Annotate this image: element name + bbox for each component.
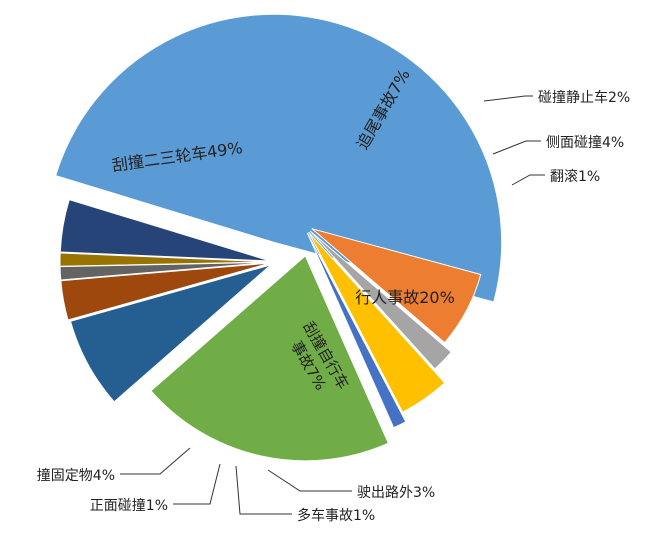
pie-slice-3 (308, 231, 446, 413)
slice-label-5: 行人事故20% (355, 288, 455, 307)
pie-slice-10 (59, 198, 271, 262)
leader-line-3 (492, 140, 541, 155)
pie-slice-1 (311, 228, 482, 344)
leader-line-10 (120, 447, 191, 475)
leader-line-9 (173, 463, 221, 505)
leader-line-2 (483, 95, 533, 102)
pie-slice-4 (306, 232, 407, 429)
pie-slice-6 (69, 264, 272, 403)
leader-line-4 (511, 174, 545, 186)
slice-label-8: 多车事故1% (297, 507, 375, 524)
pie-slice-9 (59, 252, 271, 267)
slice-label-4: 翻滚1% (550, 168, 600, 185)
slice-label-10: 撞固定物4% (37, 468, 115, 484)
slice-label-2: 碰撞静止车2% (538, 89, 630, 106)
slice-label-9: 正面碰撞1% (90, 498, 168, 514)
pie-slice-7 (60, 262, 271, 321)
leader-line-7 (267, 469, 352, 492)
slice-label-7: 驶出路外3% (357, 485, 435, 501)
pie-slice-5 (150, 254, 390, 462)
slice-label-3: 侧面碰撞4% (546, 135, 624, 151)
pie-slice-2 (309, 230, 453, 370)
leader-line-8 (235, 465, 292, 515)
pie-slice-0 (55, 13, 503, 303)
